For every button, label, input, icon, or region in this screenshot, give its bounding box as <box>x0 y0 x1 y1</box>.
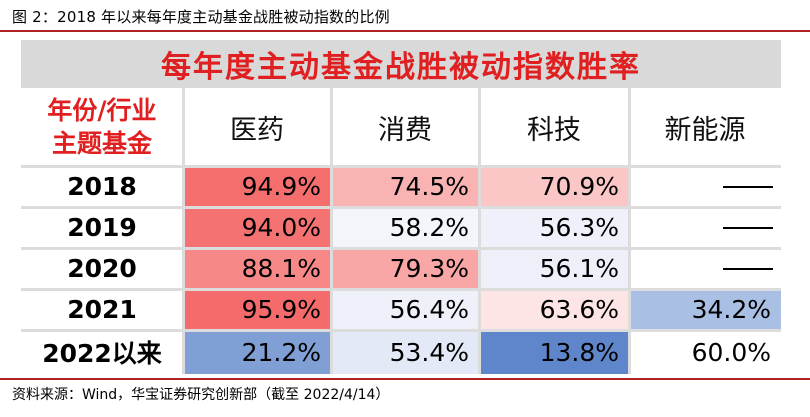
empty-cell: —— <box>629 166 781 207</box>
empty-cell: —— <box>629 248 781 289</box>
value-cell: 34.2% <box>629 289 781 330</box>
source-note: 资料来源：Wind，华宝证券研究创新部（截至 2022/4/14） <box>12 387 390 403</box>
column-header: 医药 <box>230 114 284 146</box>
row-label: 2021 <box>67 295 137 324</box>
value-cell: 94.9% <box>183 166 331 207</box>
value-cell: 56.3% <box>479 207 629 248</box>
value-cell: 56.4% <box>331 289 479 330</box>
column-divider <box>330 88 333 374</box>
row-label: 2022以来 <box>42 339 162 368</box>
table-title: 每年度主动基金战胜被动指数胜率 <box>21 40 781 88</box>
corner-header-line1: 年份/行业 <box>47 96 157 125</box>
dash-mark: —— <box>723 267 773 270</box>
column-divider <box>182 88 185 374</box>
empty-cell: —— <box>629 207 781 248</box>
dash-mark: —— <box>723 226 773 229</box>
value-cell: 79.3% <box>331 248 479 289</box>
row-divider <box>21 288 781 291</box>
value-cell: 74.5% <box>331 166 479 207</box>
row-label: 2020 <box>67 254 137 283</box>
row-divider <box>21 206 781 209</box>
value-cell: 58.2% <box>331 207 479 248</box>
dash-mark: —— <box>723 185 773 188</box>
value-cell: 56.1% <box>479 248 629 289</box>
column-header: 新能源 <box>664 114 746 146</box>
column-header: 消费 <box>378 114 432 146</box>
column-divider <box>628 88 631 374</box>
column-divider <box>478 88 481 374</box>
row-divider <box>21 247 781 250</box>
caption-rule <box>0 30 810 32</box>
value-cell: 63.6% <box>479 289 629 330</box>
win-rate-table: 每年度主动基金战胜被动指数胜率 年份/行业主题基金 医药 消费 科技 新能源 2018 94… <box>21 40 781 374</box>
row-label: 2018 <box>67 172 137 201</box>
figure-caption: 图 2：2018 年以来每年度主动基金战胜被动指数的比例 <box>12 8 390 26</box>
value-cell: 70.9% <box>479 166 629 207</box>
source-rule <box>0 378 810 380</box>
value-cell: 88.1% <box>183 248 331 289</box>
value-cell: 60.0% <box>629 330 781 374</box>
corner-header-line2: 主题基金 <box>51 129 152 158</box>
value-cell: 95.9% <box>183 289 331 330</box>
column-header: 科技 <box>527 114 581 146</box>
value-cell: 21.2% <box>183 330 331 374</box>
row-label: 2019 <box>67 213 137 242</box>
value-cell: 53.4% <box>331 330 479 374</box>
value-cell: 94.0% <box>183 207 331 248</box>
row-divider <box>21 165 781 168</box>
value-cell: 13.8% <box>479 330 629 374</box>
row-divider <box>21 329 781 332</box>
corner-header: 年份/行业主题基金 <box>21 88 183 166</box>
